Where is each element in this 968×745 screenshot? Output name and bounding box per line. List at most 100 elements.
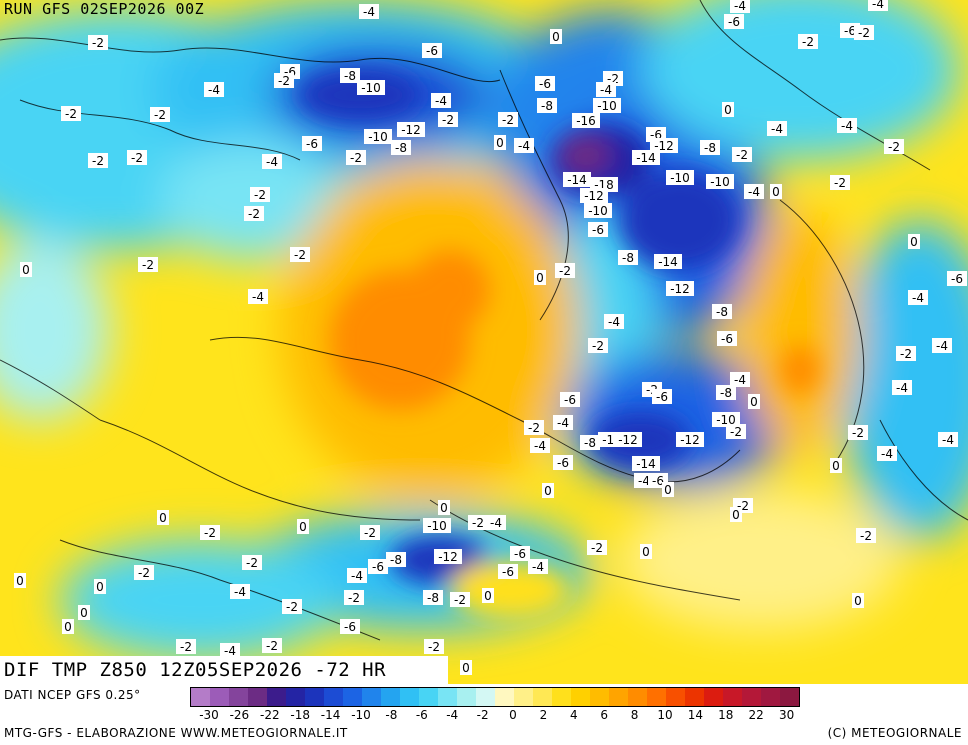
- isotherm-label: -4: [528, 559, 548, 574]
- isotherm-label: -12: [666, 281, 694, 296]
- isotherm-label: -2: [438, 112, 458, 127]
- legend-swatch: [362, 688, 381, 706]
- legend-tick: 0: [509, 708, 517, 722]
- isotherm-label: -10: [666, 170, 694, 185]
- svg-text:-8: -8: [720, 386, 732, 400]
- svg-text:-2: -2: [286, 600, 298, 614]
- svg-text:-2: -2: [472, 516, 484, 530]
- svg-text:0: 0: [832, 459, 840, 473]
- svg-text:-4: -4: [534, 439, 546, 453]
- svg-text:-8: -8: [390, 553, 402, 567]
- isotherm-label: -6: [553, 455, 573, 470]
- legend-tick: 14: [687, 708, 704, 722]
- isotherm-label: -4: [248, 289, 268, 304]
- isotherm-label: -14: [632, 456, 660, 471]
- isotherm-label: -8: [700, 140, 720, 155]
- legend-tick: -6: [415, 708, 428, 722]
- legend-swatch: [571, 688, 590, 706]
- legend-swatch: [609, 688, 628, 706]
- svg-text:-6: -6: [344, 620, 356, 634]
- legend-swatch: [761, 688, 780, 706]
- isotherm-label: -4: [486, 515, 506, 530]
- svg-text:-6: -6: [284, 65, 296, 79]
- isotherm-label: -4: [230, 584, 250, 599]
- isotherm-label: -4: [730, 0, 750, 13]
- svg-text:-2: -2: [154, 108, 166, 122]
- isotherm-label: 0: [640, 544, 652, 559]
- svg-text:-2: -2: [294, 248, 306, 262]
- svg-text:-2: -2: [858, 26, 870, 40]
- legend-swatch: [742, 688, 761, 706]
- svg-text:-8: -8: [622, 251, 634, 265]
- isotherm-label: -4: [530, 438, 550, 453]
- legend-swatch: [780, 688, 799, 706]
- isotherm-label: -2: [344, 590, 364, 605]
- isotherm-label: -4: [514, 138, 534, 153]
- isotherm-label: -6: [724, 14, 744, 29]
- svg-text:-2: -2: [852, 426, 864, 440]
- map-title: DIF TMP Z850 12Z05SEP2026 -72 HR: [0, 656, 448, 684]
- legend-swatch: [647, 688, 666, 706]
- isotherm-value-labels: -4 -4-6-6 -2-4-2-60 -2-6-2 -8-10-4 -6 -2-4-2 -2…: [14, 0, 967, 675]
- svg-text:-4: -4: [936, 339, 948, 353]
- svg-text:-2: -2: [142, 258, 154, 272]
- isotherm-label: 0: [722, 102, 734, 117]
- isotherm-label: -4: [767, 121, 787, 136]
- isotherm-label: 0: [730, 507, 742, 522]
- legend-swatch: [400, 688, 419, 706]
- legend-tick-labels: -30 -26 -22 -18 -14 -10 -8 -6 -4 -2 0 2 4 6 8 10 14 18 22 3…: [190, 708, 968, 722]
- svg-text:-8: -8: [344, 69, 356, 83]
- svg-text:-2: -2: [737, 499, 749, 513]
- isotherm-label: -2: [200, 525, 220, 540]
- run-label: RUN GFS 02SEP2026 00Z: [4, 0, 205, 18]
- svg-text:-12: -12: [438, 550, 458, 564]
- svg-text:-4: -4: [351, 569, 363, 583]
- svg-text:-14: -14: [658, 255, 678, 269]
- isotherm-label: 0: [62, 619, 74, 634]
- svg-text:-6: -6: [426, 44, 438, 58]
- svg-text:-6: -6: [502, 565, 514, 579]
- legend-swatch: [495, 688, 514, 706]
- isotherm-label: -4: [220, 643, 240, 658]
- isotherm-label: -2: [848, 425, 868, 440]
- isotherm-label: -8: [386, 552, 406, 567]
- isotherm-label: -8: [391, 140, 411, 155]
- isotherm-label: -4: [431, 93, 451, 108]
- isotherm-label: -12: [397, 122, 425, 137]
- svg-text:-6: -6: [951, 272, 963, 286]
- isotherm-label: -2: [360, 525, 380, 540]
- legend-tick: -10: [351, 708, 371, 722]
- svg-text:-2: -2: [246, 556, 258, 570]
- isotherm-label: -10: [712, 412, 740, 427]
- isotherm-label: -4: [359, 4, 379, 19]
- svg-text:0: 0: [772, 185, 780, 199]
- svg-text:-6: -6: [721, 332, 733, 346]
- svg-text:0: 0: [642, 545, 650, 559]
- color-legend: [190, 687, 800, 707]
- svg-text:-4: -4: [771, 122, 783, 136]
- svg-text:-4: -4: [490, 516, 502, 530]
- isotherm-label: -4: [868, 0, 888, 11]
- isotherm-label: -14: [654, 254, 682, 269]
- legend-swatch: [286, 688, 305, 706]
- isotherm-label: -4: [744, 184, 764, 199]
- svg-text:-4: -4: [881, 447, 893, 461]
- legend-tick: -8: [385, 708, 398, 722]
- isotherm-label: -6: [302, 136, 322, 151]
- svg-text:-4: -4: [266, 155, 278, 169]
- isotherm-label: -2: [250, 187, 270, 202]
- svg-text:-2: -2: [65, 107, 77, 121]
- svg-text:-12: -12: [654, 139, 674, 153]
- isotherm-label: -14: [563, 172, 591, 187]
- svg-text:-4: -4: [638, 474, 650, 488]
- legend-swatch: [343, 688, 362, 706]
- svg-text:-2: -2: [607, 72, 619, 86]
- isotherm-label: -4: [932, 338, 952, 353]
- legend-swatch: [723, 688, 742, 706]
- data-source-label: DATI NCEP GFS 0.25°: [4, 688, 141, 702]
- legend-swatch: [438, 688, 457, 706]
- isotherm-label: -4: [204, 82, 224, 97]
- svg-text:-2: -2: [591, 541, 603, 555]
- svg-text:-6: -6: [557, 456, 569, 470]
- svg-text:-12: -12: [670, 282, 690, 296]
